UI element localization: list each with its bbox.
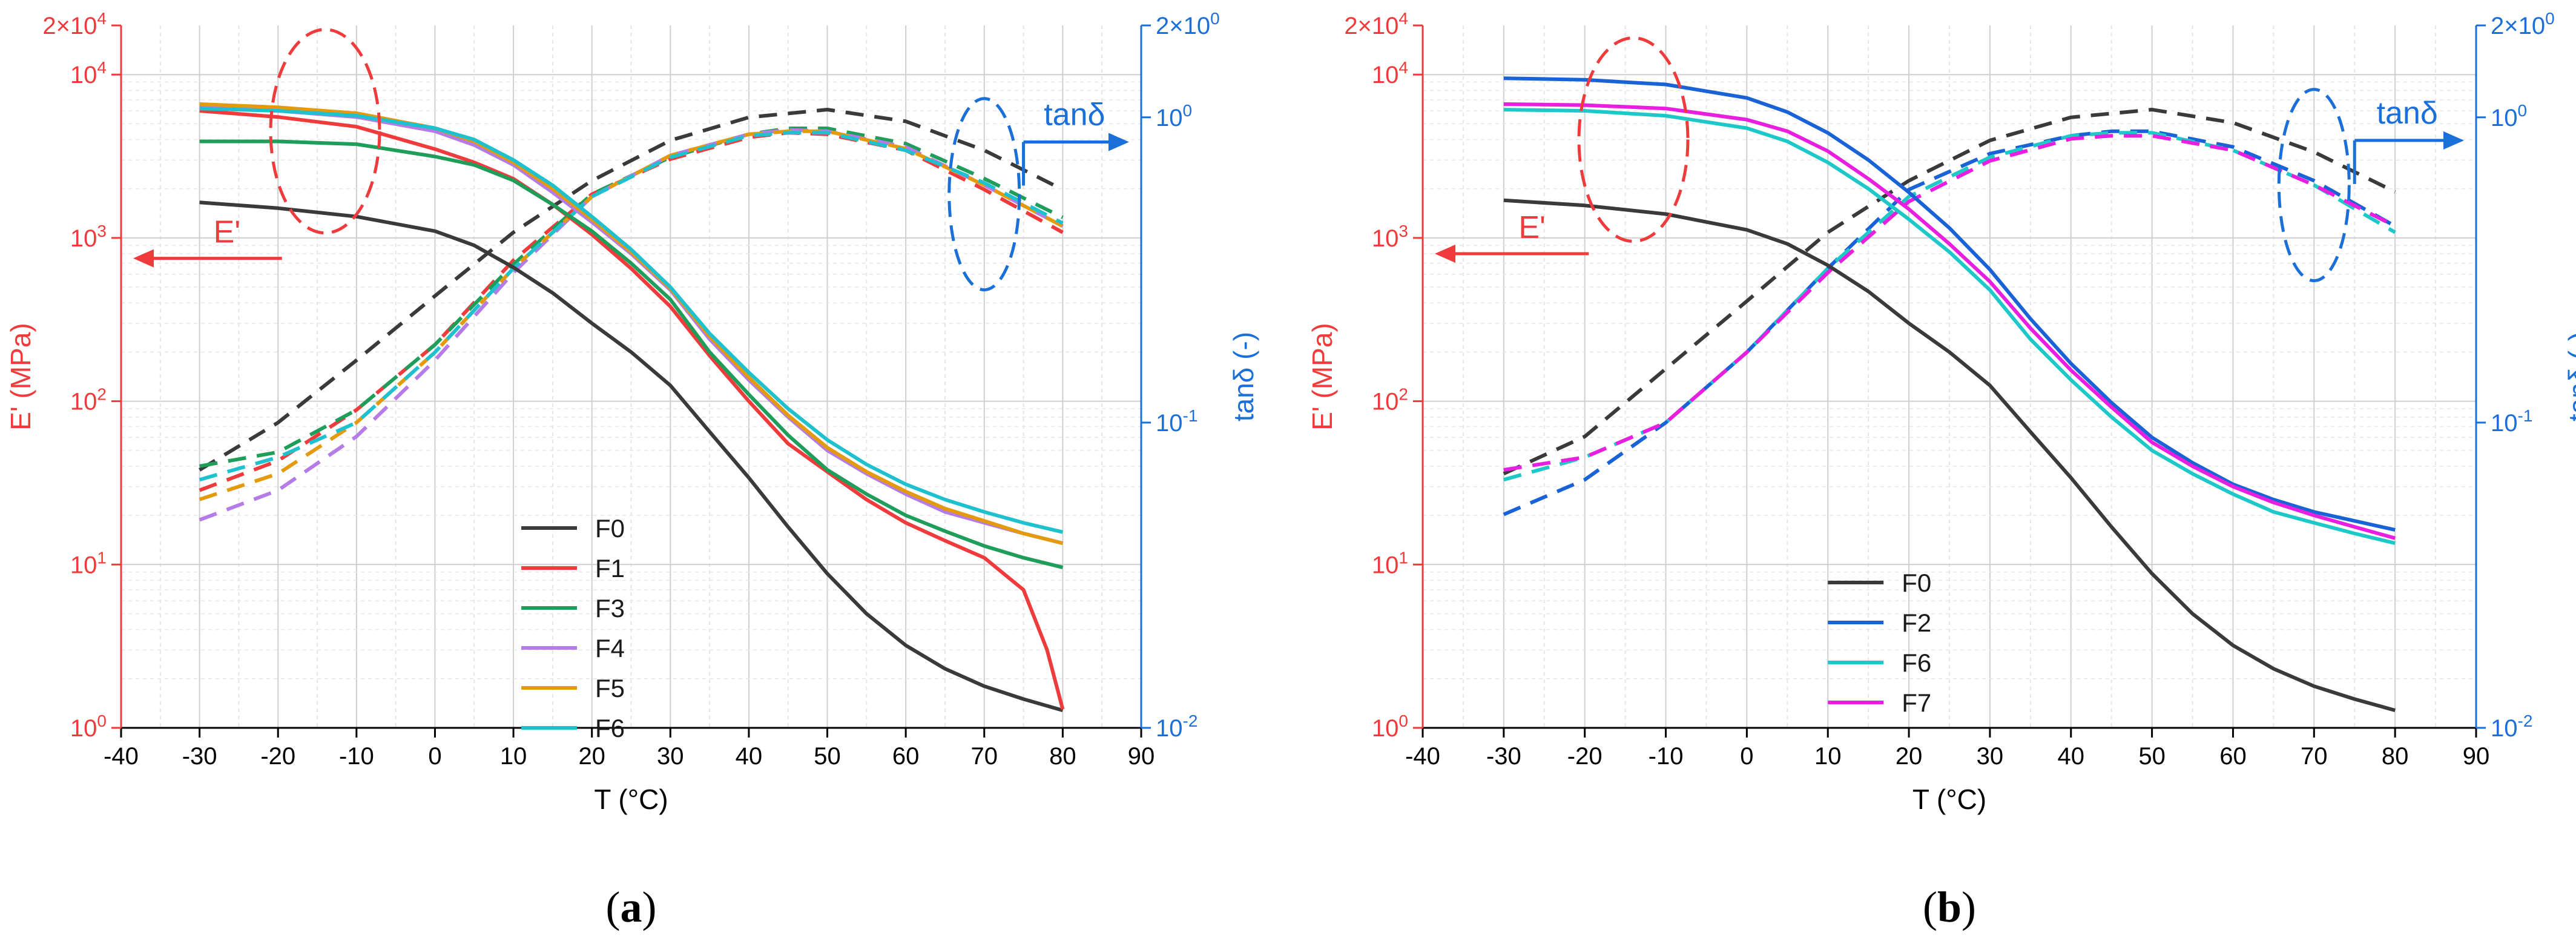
x-tick-label: -40 [104, 743, 139, 770]
x-tick-label: 80 [2382, 743, 2409, 770]
tand-line-F3 [199, 127, 1064, 468]
panel-caption: (b) [1923, 883, 1976, 931]
tand-arrow-head [2443, 131, 2464, 150]
x-tick-label: 90 [2463, 743, 2490, 770]
tand-label: tanδ [2377, 96, 2438, 131]
x-tick-label: 30 [657, 743, 684, 770]
x-tick-label: 50 [2138, 743, 2166, 770]
x-tick-label: 60 [2219, 743, 2247, 770]
tand-ellipse [947, 97, 1021, 292]
legend-label-F6: F6 [595, 714, 625, 742]
x-tick-label: 0 [1740, 743, 1753, 770]
legend-label-F3: F3 [595, 594, 625, 622]
tand-line-F0 [199, 108, 1064, 472]
right-axis-title: tanδ (-) [1228, 332, 1259, 421]
right-tick-label: 10-2 [1156, 712, 1197, 742]
eprime-label: E' [214, 215, 241, 250]
modulus-line-F1 [199, 109, 1065, 710]
x-tick-label: 20 [1896, 743, 1923, 770]
x-tick-label: 70 [2301, 743, 2328, 770]
x-axis-title: T (°C) [594, 784, 668, 815]
eprime-ellipse [1577, 36, 1690, 243]
tand-label: tanδ [1044, 97, 1105, 133]
x-tick-label: -30 [182, 743, 217, 770]
x-tick-label: -30 [1486, 743, 1521, 770]
right-tick-label: 10-1 [1156, 406, 1197, 437]
tand-ellipse [2277, 88, 2351, 283]
eprime-arrow-head [1435, 245, 1455, 263]
right-tick-label: 2×100 [1156, 9, 1220, 39]
x-tick-label: -40 [1405, 743, 1440, 770]
left-tick-label: 104 [1372, 58, 1408, 88]
left-axis-title: E' (MPa) [1306, 323, 1338, 430]
x-tick-label: -20 [1567, 743, 1603, 770]
tand-line-F7 [1503, 134, 2396, 472]
tand-line-F2 [1503, 129, 2396, 517]
left-tick-label: 102 [1372, 385, 1408, 415]
left-tick-label: 2×104 [42, 9, 107, 39]
chart-panel-a: -40 -30 -20 -10 0 10 20 30 40 50 60 70 80 90 T (°C) 100… [5, 9, 1259, 931]
x-tick-label: 40 [2058, 743, 2085, 770]
legend-label-F0: F0 [595, 514, 625, 543]
x-tick-label: -10 [1649, 743, 1684, 770]
left-tick-label: 103 [70, 222, 107, 252]
x-tick-label: 20 [578, 743, 605, 770]
modulus-line-F0 [199, 200, 1064, 712]
left-tick-label: 2×104 [1344, 9, 1408, 39]
tand-line-F0 [1503, 108, 2396, 476]
legend-label-F2: F2 [1902, 609, 1931, 637]
modulus-line-F7 [1503, 102, 2396, 540]
legend-label-F5: F5 [595, 674, 625, 702]
eprime-arrow-head [133, 249, 154, 268]
x-tick-label: 0 [428, 743, 441, 770]
x-tick-label: 80 [1049, 743, 1076, 770]
right-tick-label: 10-1 [2491, 406, 2532, 437]
tand-arrow-head [1108, 133, 1129, 151]
x-tick-label: 10 [1814, 743, 1842, 770]
left-tick-label: 102 [70, 385, 107, 415]
x-tick-label: 10 [500, 743, 527, 770]
modulus-line-F2 [1503, 76, 2396, 532]
x-tick-label: 50 [814, 743, 841, 770]
modulus-line-F6 [1503, 108, 2396, 546]
legend-label-F1: F1 [595, 554, 625, 583]
x-tick-label: 40 [736, 743, 763, 770]
left-tick-label: 100 [70, 712, 107, 742]
modulus-line-F0 [1503, 198, 2396, 712]
chart-panel-b: -40 -30 -20 -10 0 10 20 30 40 50 60 70 80 90 T (°C) 100… [1306, 9, 2576, 931]
left-axis-title: E' (MPa) [5, 323, 36, 430]
tand-line-F6 [1503, 131, 2396, 482]
x-axis-title: T (°C) [1912, 784, 1986, 815]
x-tick-label: 60 [892, 743, 920, 770]
legend-label-F6: F6 [1902, 649, 1931, 677]
legend-label-F4: F4 [595, 634, 625, 662]
right-tick-label: 10-2 [2491, 712, 2532, 742]
legend-label-F7: F7 [1902, 688, 1931, 717]
x-tick-label: -20 [260, 743, 295, 770]
left-tick-label: 103 [1372, 222, 1408, 252]
right-tick-label: 100 [1156, 101, 1192, 131]
right-axis-title: tanδ (-) [2563, 332, 2576, 421]
x-tick-label: 30 [1977, 743, 2004, 770]
panel-caption: (a) [606, 883, 657, 931]
x-tick-label: 90 [1128, 743, 1155, 770]
right-tick-label: 2×100 [2491, 9, 2555, 39]
x-tick-label: -10 [339, 743, 374, 770]
legend-label-F0: F0 [1902, 569, 1931, 597]
x-tick-label: 70 [971, 743, 998, 770]
modulus-line-F3 [199, 139, 1064, 570]
tand-line-F6 [199, 131, 1064, 482]
left-tick-label: 101 [1372, 548, 1408, 578]
left-tick-label: 104 [70, 58, 107, 88]
left-tick-label: 101 [70, 548, 107, 578]
left-tick-label: 100 [1372, 712, 1408, 742]
eprime-label: E' [1518, 210, 1546, 245]
eprime-ellipse [269, 28, 381, 235]
modulus-line-F6 [199, 107, 1064, 534]
right-tick-label: 100 [2491, 101, 2527, 131]
